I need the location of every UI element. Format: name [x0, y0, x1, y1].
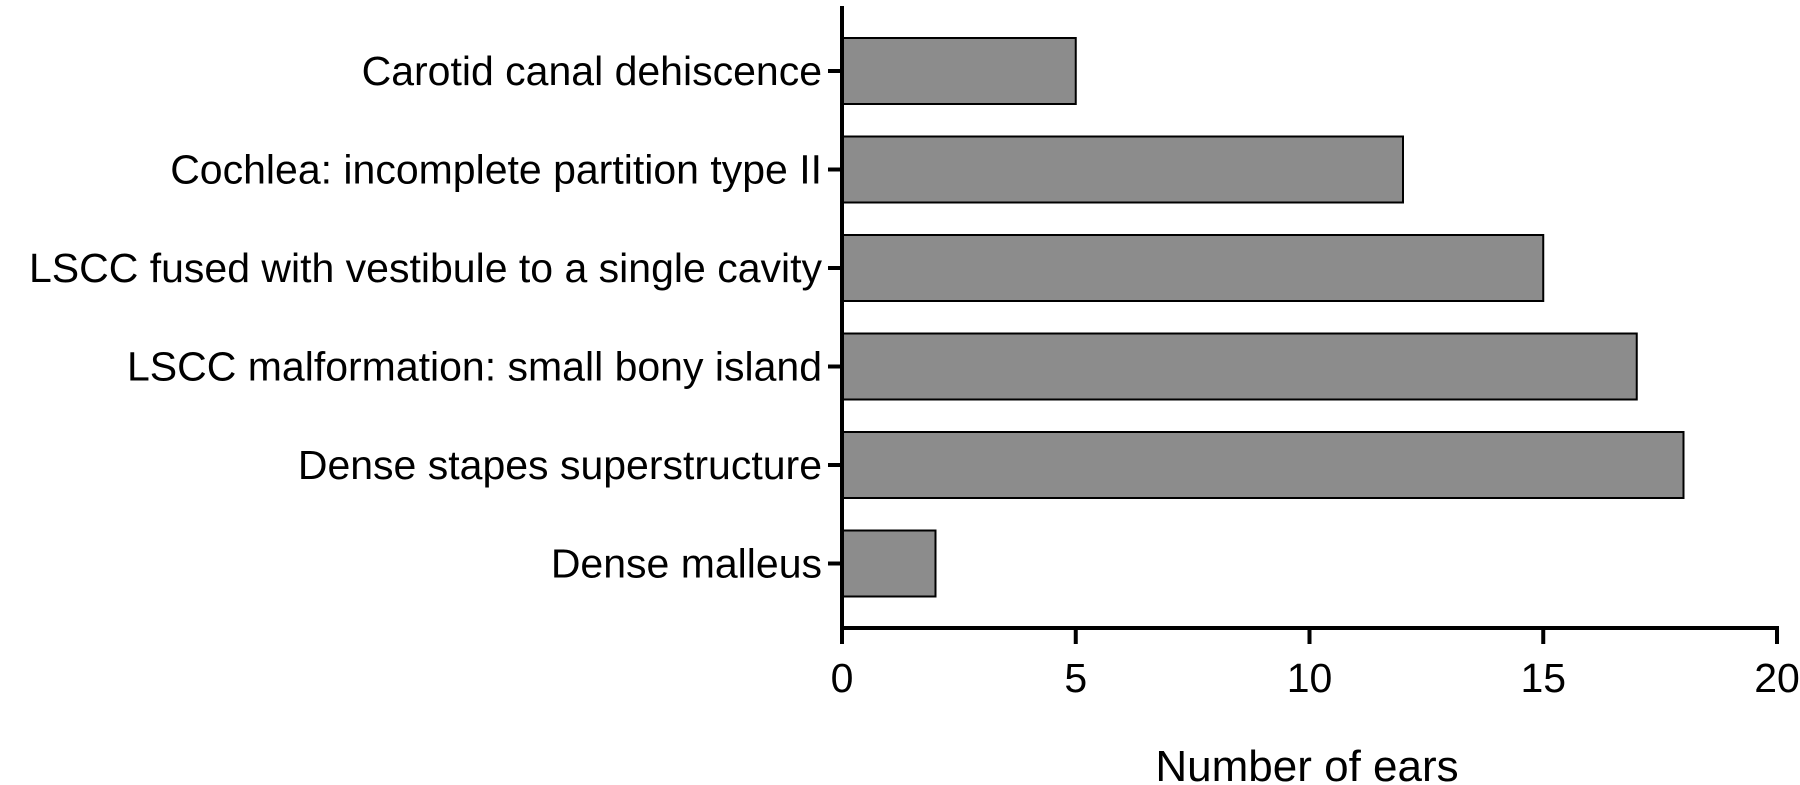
x-tick-label-1: 5 [1064, 655, 1087, 701]
category-labels-group: Carotid canal dehiscence Cochlea: incompl… [29, 48, 823, 587]
category-label-4: Dense stapes superstructure [298, 442, 822, 488]
category-label-0: Carotid canal dehiscence [362, 48, 822, 94]
x-tick-label-2: 10 [1287, 655, 1333, 701]
y-tick-marks-group [828, 69, 842, 566]
x-tick-label-0: 0 [831, 655, 854, 701]
bar-5 [841, 529, 937, 598]
category-label-5: Dense malleus [551, 541, 822, 587]
category-label-3: LSCC malformation: small bony island [127, 344, 822, 390]
x-tick-label-4: 20 [1754, 655, 1800, 701]
category-label-2: LSCC fused with vestibule to a single ca… [29, 245, 823, 291]
category-label-1: Cochlea: incomplete partition type II [170, 147, 822, 193]
bar-1 [841, 135, 1404, 204]
bar-3 [841, 332, 1638, 401]
bar-0 [841, 37, 1077, 105]
x-axis-title: Number of ears [1155, 742, 1458, 785]
bar-4 [841, 431, 1685, 499]
x-ticks-group: 0 5 10 15 20 [831, 628, 1800, 701]
bar-2 [841, 234, 1545, 302]
bars-group [841, 37, 1685, 598]
x-tick-label-3: 15 [1520, 655, 1566, 701]
